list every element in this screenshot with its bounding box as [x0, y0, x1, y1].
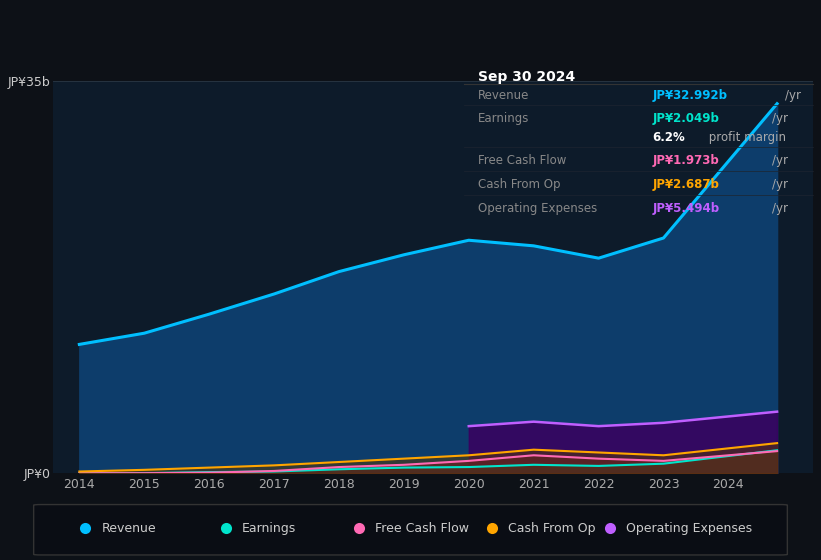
Text: 6.2%: 6.2%: [653, 131, 685, 144]
Text: Free Cash Flow: Free Cash Flow: [375, 521, 469, 535]
Text: Earnings: Earnings: [478, 112, 530, 125]
Text: /yr: /yr: [772, 112, 787, 125]
Text: Earnings: Earnings: [242, 521, 296, 535]
Text: JP¥2.049b: JP¥2.049b: [653, 112, 719, 125]
Text: JP¥2.687b: JP¥2.687b: [653, 178, 719, 191]
Text: /yr: /yr: [785, 90, 800, 102]
Text: Operating Expenses: Operating Expenses: [626, 521, 752, 535]
Text: Free Cash Flow: Free Cash Flow: [478, 153, 566, 167]
Text: JP¥1.973b: JP¥1.973b: [653, 153, 719, 167]
FancyBboxPatch shape: [34, 505, 787, 555]
Text: Sep 30 2024: Sep 30 2024: [478, 71, 575, 85]
Text: Revenue: Revenue: [478, 90, 530, 102]
Text: Operating Expenses: Operating Expenses: [478, 202, 597, 215]
Text: /yr: /yr: [772, 153, 787, 167]
Text: Cash From Op: Cash From Op: [478, 178, 560, 191]
Text: JP¥5.494b: JP¥5.494b: [653, 202, 719, 215]
Text: Cash From Op: Cash From Op: [508, 521, 595, 535]
Text: /yr: /yr: [772, 178, 787, 191]
Text: JP¥32.992b: JP¥32.992b: [653, 90, 727, 102]
Text: Revenue: Revenue: [102, 521, 156, 535]
Text: /yr: /yr: [772, 202, 787, 215]
Text: profit margin: profit margin: [705, 131, 787, 144]
